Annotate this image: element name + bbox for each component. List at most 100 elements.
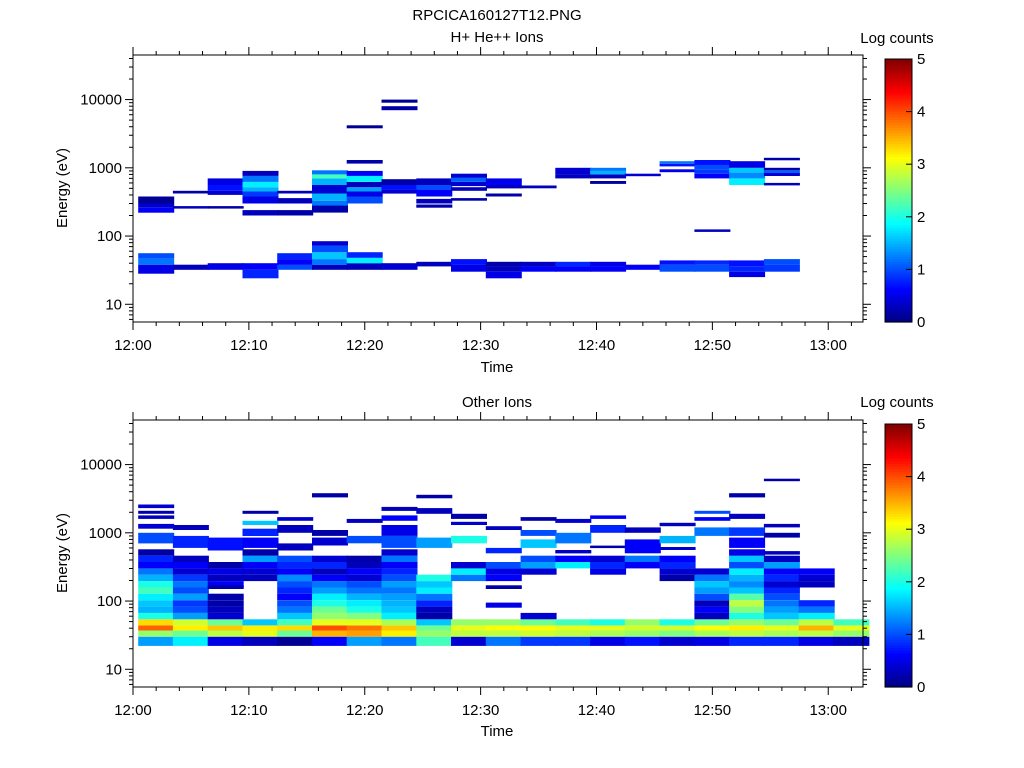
colorbar-swatch — [885, 214, 912, 218]
colorbar-swatch — [885, 534, 912, 538]
colorbar: 0 1 2 3 4 5 — [884, 416, 925, 696]
colorbar-swatch — [885, 523, 912, 528]
heatmap-cell — [555, 619, 592, 626]
colorbar-swatch — [885, 626, 912, 630]
colorbar-swatch — [885, 621, 912, 625]
heatmap-cell — [694, 260, 731, 265]
heatmap-cell — [763, 264, 800, 272]
colorbar-swatch — [885, 452, 912, 457]
colorbar-swatch — [885, 429, 912, 433]
colorbar-swatch — [885, 108, 912, 113]
heatmap-cell — [207, 600, 244, 607]
heatmap-cell — [381, 619, 418, 626]
heatmap-cell — [277, 606, 314, 613]
heatmap-cell — [659, 264, 696, 272]
heatmap-cell — [346, 175, 383, 182]
heatmap-cell — [729, 172, 766, 179]
heatmap-cell — [763, 173, 800, 176]
heatmap-cell — [485, 182, 522, 185]
heatmap-cell — [451, 187, 487, 191]
heatmap-cell — [485, 185, 522, 189]
colorbar-swatch — [885, 240, 912, 244]
heatmap-cell — [312, 241, 348, 246]
heatmap-cell — [138, 207, 175, 213]
heatmap-cell — [381, 612, 418, 620]
heatmap-cell — [207, 562, 244, 569]
colorbar-swatch — [885, 258, 912, 263]
heatmap-cell — [485, 261, 522, 267]
heatmap-cell — [798, 636, 835, 646]
heatmap-cell — [729, 600, 766, 607]
heatmap-cell — [207, 568, 244, 575]
heatmap-cell — [172, 587, 209, 594]
colorbar-swatch — [885, 650, 912, 654]
x-tick-label: 12:10 — [230, 337, 268, 354]
colorbar-swatch — [885, 300, 912, 305]
colorbar-swatch — [885, 608, 912, 612]
heatmap-cell — [763, 182, 800, 186]
colorbar-swatch — [885, 544, 912, 549]
colorbar-swatch — [885, 274, 912, 278]
heatmap-cell — [659, 636, 696, 646]
colorbar-swatch — [885, 174, 912, 178]
heatmap-cell — [694, 581, 731, 588]
heatmap-cell — [312, 636, 348, 646]
panel-title: Other Ions — [462, 394, 532, 411]
heatmap-cell — [277, 210, 314, 216]
heatmap-cell — [729, 266, 766, 272]
colorbar-swatch — [885, 227, 912, 231]
colorbar-swatch — [885, 484, 912, 488]
heatmap-cell — [555, 266, 592, 272]
colorbar-swatch — [885, 124, 912, 128]
heatmap-cell — [763, 167, 800, 171]
heatmap-cell — [242, 630, 279, 637]
heatmap-cell — [485, 271, 522, 279]
heatmap-cell — [763, 574, 800, 582]
colorbar-swatch — [885, 198, 912, 202]
colorbar-swatch — [885, 190, 912, 194]
heatmap-cell — [416, 178, 453, 185]
x-axis-ticks: 12:00 12:10 12:20 12:30 12:40 12:50 13:00 — [114, 412, 852, 719]
heatmap-cell — [763, 600, 800, 607]
heatmap-cell — [729, 606, 766, 613]
heatmap-cell — [207, 636, 244, 646]
heatmap-cell — [242, 269, 279, 279]
heatmap-cell — [172, 568, 209, 575]
x-tick-label: 12:20 — [346, 337, 384, 354]
heatmap-cell — [312, 245, 348, 253]
heatmap-cell — [798, 581, 835, 588]
heatmap-cell — [346, 587, 383, 594]
colorbar-swatch — [885, 673, 912, 678]
colorbar-swatch — [885, 550, 912, 554]
colorbar-swatch — [885, 679, 912, 683]
colorbar-swatch — [885, 531, 912, 536]
colorbar-swatch — [885, 437, 912, 441]
colorbar-swatch — [885, 169, 912, 173]
heatmap-cell — [172, 593, 209, 601]
heatmap-cell — [763, 555, 800, 562]
colorbar-swatch — [885, 563, 912, 567]
heatmap-cell — [555, 562, 592, 569]
colorbar-swatch — [885, 314, 912, 318]
heatmap-cell — [590, 174, 627, 179]
colorbar-swatch — [885, 101, 912, 105]
y-tick-label: 1000 — [89, 160, 122, 177]
y-axis-label: Energy (eV) — [54, 148, 71, 228]
heatmap-cell — [451, 173, 487, 178]
colorbar-swatch — [885, 479, 912, 483]
colorbar-swatch — [885, 130, 912, 134]
heatmap-cell — [451, 574, 487, 582]
heatmap-cell — [520, 630, 557, 637]
colorbar-tick-label: 2 — [917, 209, 925, 226]
colorbar-swatch — [885, 182, 912, 186]
heatmap-cell — [624, 636, 661, 646]
colorbar-swatch — [885, 122, 912, 126]
colorbar-swatch — [885, 158, 912, 163]
heatmap-cell — [312, 530, 348, 536]
x-axis-ticks: 12:00 12:10 12:20 12:30 12:40 12:50 13:00 — [114, 47, 852, 354]
colorbar-swatch — [885, 277, 912, 281]
heatmap-cell — [207, 574, 244, 582]
colorbar-swatch — [885, 668, 912, 672]
heatmap-cell — [659, 574, 696, 582]
